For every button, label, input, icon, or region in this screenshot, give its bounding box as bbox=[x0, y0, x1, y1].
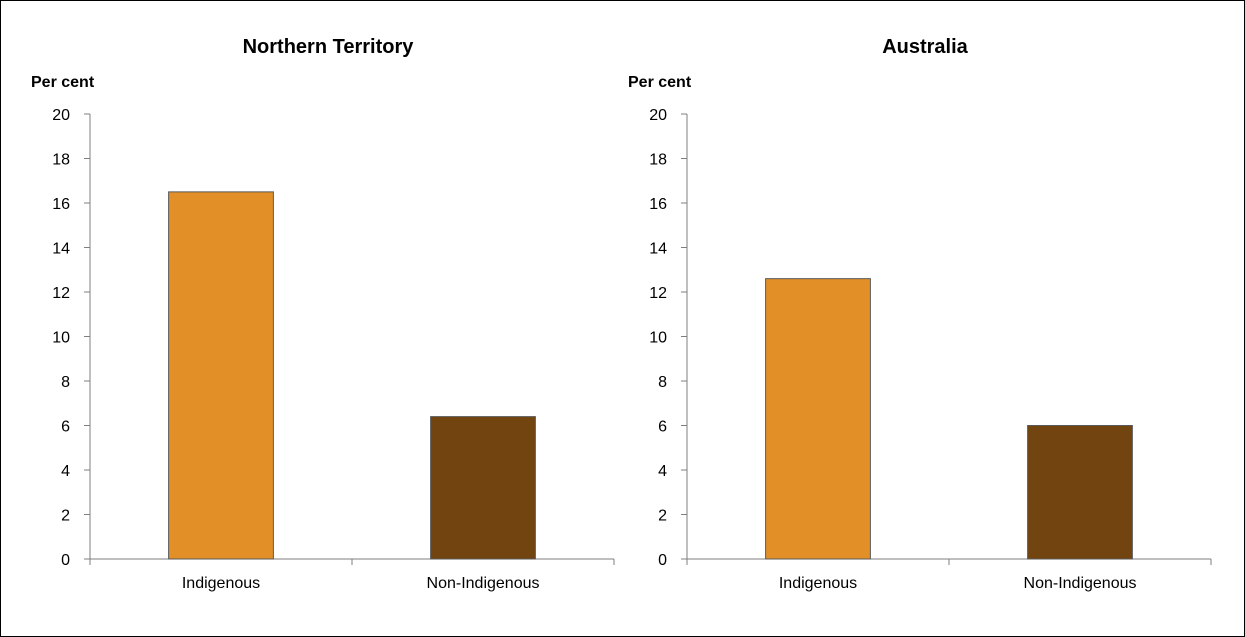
y-tick-label: 4 bbox=[61, 463, 70, 480]
y-tick-label: 8 bbox=[61, 374, 70, 391]
y-tick-label: 6 bbox=[61, 419, 70, 436]
y-tick-label: 12 bbox=[52, 285, 70, 302]
chart-title: Australia bbox=[882, 36, 968, 58]
y-tick-label: 2 bbox=[658, 508, 667, 525]
y-tick-label: 2 bbox=[61, 508, 70, 525]
chart-panel-australia: Australia Per cent 0 2 4 6 8 10 12 14 16 18 20 Indi… bbox=[628, 36, 1211, 592]
y-tick-label: 18 bbox=[649, 152, 667, 169]
y-tick-label: 10 bbox=[649, 330, 667, 347]
y-tick-label: 12 bbox=[649, 285, 667, 302]
bar-indigenous bbox=[766, 279, 871, 559]
chart-panel-northern-territory: Northern Territory Per cent 0 2 4 6 8 10 12 14 1… bbox=[31, 36, 614, 592]
y-tick-label: 6 bbox=[658, 419, 667, 436]
y-tick-label: 8 bbox=[658, 374, 667, 391]
chart-title: Northern Territory bbox=[243, 36, 415, 58]
bar-non-indigenous bbox=[1028, 426, 1133, 560]
x-category-label: Indigenous bbox=[182, 575, 260, 592]
x-category-label: Indigenous bbox=[779, 575, 857, 592]
y-axis-unit-label: Per cent bbox=[628, 74, 692, 91]
y-tick-label: 14 bbox=[52, 241, 70, 258]
x-category-label: Non-Indigenous bbox=[427, 575, 540, 592]
y-tick-label: 16 bbox=[52, 196, 70, 213]
y-tick-label: 18 bbox=[52, 152, 70, 169]
y-tick-label: 16 bbox=[649, 196, 667, 213]
y-tick-label: 4 bbox=[658, 463, 667, 480]
y-tick-label: 10 bbox=[52, 330, 70, 347]
bar-non-indigenous bbox=[431, 417, 536, 559]
y-tick-label: 0 bbox=[658, 552, 667, 569]
y-axis-unit-label: Per cent bbox=[31, 74, 95, 91]
y-tick-label: 0 bbox=[61, 552, 70, 569]
y-tick-label: 20 bbox=[52, 107, 70, 124]
bar-indigenous bbox=[169, 192, 274, 559]
x-category-label: Non-Indigenous bbox=[1024, 575, 1137, 592]
y-tick-label: 14 bbox=[649, 241, 667, 258]
y-tick-label: 20 bbox=[649, 107, 667, 124]
